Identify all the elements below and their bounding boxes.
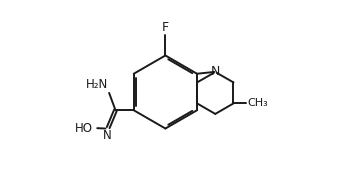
Text: H₂N: H₂N — [85, 78, 108, 91]
Text: HO: HO — [75, 122, 93, 135]
Text: F: F — [162, 22, 169, 34]
Text: N: N — [211, 66, 220, 78]
Text: CH₃: CH₃ — [247, 98, 268, 108]
Text: N: N — [103, 129, 112, 142]
